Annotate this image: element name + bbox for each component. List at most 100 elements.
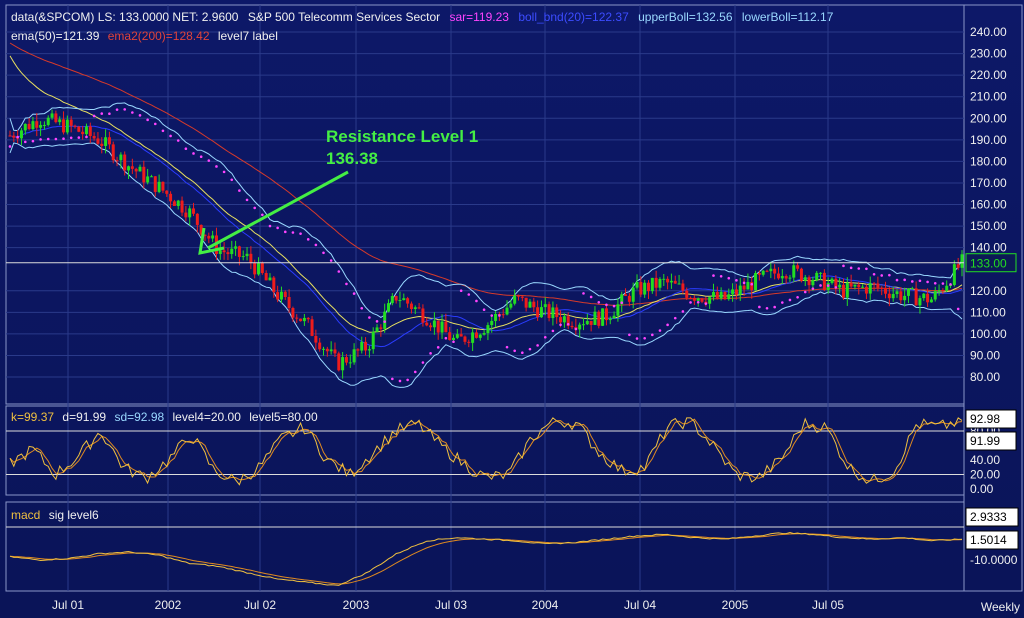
sar-dot <box>452 340 455 344</box>
price-tick-label: 200.00 <box>970 111 1007 125</box>
sar-dot <box>865 267 868 271</box>
price-bar <box>631 287 635 302</box>
sar-dot <box>566 322 570 326</box>
price-bar <box>933 291 937 300</box>
price-bar <box>811 280 815 286</box>
price-bar <box>723 291 727 300</box>
stoch-d-path <box>9 418 963 482</box>
price-bar <box>283 291 287 298</box>
sar-dot <box>589 295 593 299</box>
price-bar <box>364 341 368 351</box>
header-line-1: data(&SPCOM) LS: 133.0000 NET: 2.9600 S&… <box>11 10 834 24</box>
price-bar <box>478 334 482 338</box>
price-bar <box>956 264 960 268</box>
price-bar <box>868 283 872 294</box>
price-bars <box>8 109 964 379</box>
price-bar <box>520 296 524 298</box>
sar-dot <box>413 370 417 374</box>
price-bar <box>429 325 433 328</box>
sar-dot <box>528 347 532 351</box>
price-tick-label: 170.00 <box>970 176 1007 190</box>
price-bar <box>19 130 23 139</box>
sar-dot <box>184 147 188 151</box>
price-bar <box>448 332 452 341</box>
price-bar <box>589 320 593 325</box>
price-bar <box>203 234 207 236</box>
sar-dot <box>16 135 19 139</box>
sar-dot <box>543 335 547 339</box>
price-bar <box>780 276 784 279</box>
price-bar <box>50 113 54 118</box>
sar-dot <box>651 333 654 337</box>
price-bar <box>123 154 127 171</box>
price-bar <box>501 314 505 316</box>
sar-dot <box>628 333 631 337</box>
annotation-arrowhead <box>198 227 225 255</box>
sar-dot <box>8 145 12 148</box>
price-bar <box>257 262 261 275</box>
price-bar <box>539 307 543 318</box>
price-bar <box>471 332 475 343</box>
sar-dot <box>490 314 494 317</box>
price-bar <box>677 283 681 285</box>
price-bar <box>769 268 773 272</box>
sar-dot <box>941 282 945 285</box>
price-bar <box>272 277 276 293</box>
price-bar <box>715 291 719 299</box>
price-tick-label: 100.00 <box>970 327 1007 341</box>
stochastic-header: k=99.37 d=91.99 sd=92.98 level4=20.00 le… <box>11 410 318 424</box>
sar-dot <box>39 138 42 141</box>
price-bar <box>260 262 264 274</box>
sar-dot <box>375 320 379 323</box>
sar-dot <box>635 337 639 340</box>
price-bar <box>130 166 134 169</box>
sar-dot <box>337 270 341 273</box>
price-bar <box>727 294 731 300</box>
price-bar <box>746 281 750 290</box>
price-bar <box>279 291 283 300</box>
sar-dot <box>238 189 241 192</box>
price-bar <box>383 311 387 329</box>
price-tick-label: 80.00 <box>970 370 1000 384</box>
price-bar <box>830 278 834 283</box>
x-tick-label: 2002 <box>155 598 182 612</box>
price-bar <box>750 281 754 291</box>
price-tick-label: 230.00 <box>970 47 1007 61</box>
price-bar <box>344 357 348 363</box>
price-bar <box>532 301 536 308</box>
sar-dot <box>345 282 348 286</box>
sar-dot <box>513 349 516 353</box>
price-bar <box>551 307 555 319</box>
price-bar <box>601 308 605 326</box>
price-bar <box>432 320 436 328</box>
sar-dots <box>8 108 960 383</box>
price-bar <box>406 298 410 304</box>
sar-dot <box>360 306 364 310</box>
sar-dot <box>276 226 279 230</box>
price-bar <box>230 248 234 255</box>
price-bar <box>425 322 429 326</box>
price-bar <box>417 307 421 309</box>
x-tick-label: Jul 02 <box>244 598 276 612</box>
sar-dot <box>926 280 929 284</box>
price-bar <box>341 357 345 371</box>
price-bar <box>926 293 930 303</box>
sar-dot <box>138 114 142 117</box>
price-bar <box>356 349 360 351</box>
sar-dot <box>100 112 104 115</box>
price-tick-label: 160.00 <box>970 198 1007 212</box>
price-bar <box>111 144 115 161</box>
price-bar <box>734 289 738 295</box>
price-bar <box>348 362 352 364</box>
price-bar <box>333 349 337 354</box>
price-bar <box>547 304 551 319</box>
sar-dot <box>199 155 203 159</box>
price-bar <box>241 256 245 258</box>
price-bar <box>264 273 268 281</box>
price-bar <box>42 124 46 126</box>
last-price-label: 133.00 <box>970 257 1007 271</box>
sar-dot <box>192 152 195 155</box>
sar-dot <box>857 267 861 270</box>
price-bar <box>188 208 192 218</box>
